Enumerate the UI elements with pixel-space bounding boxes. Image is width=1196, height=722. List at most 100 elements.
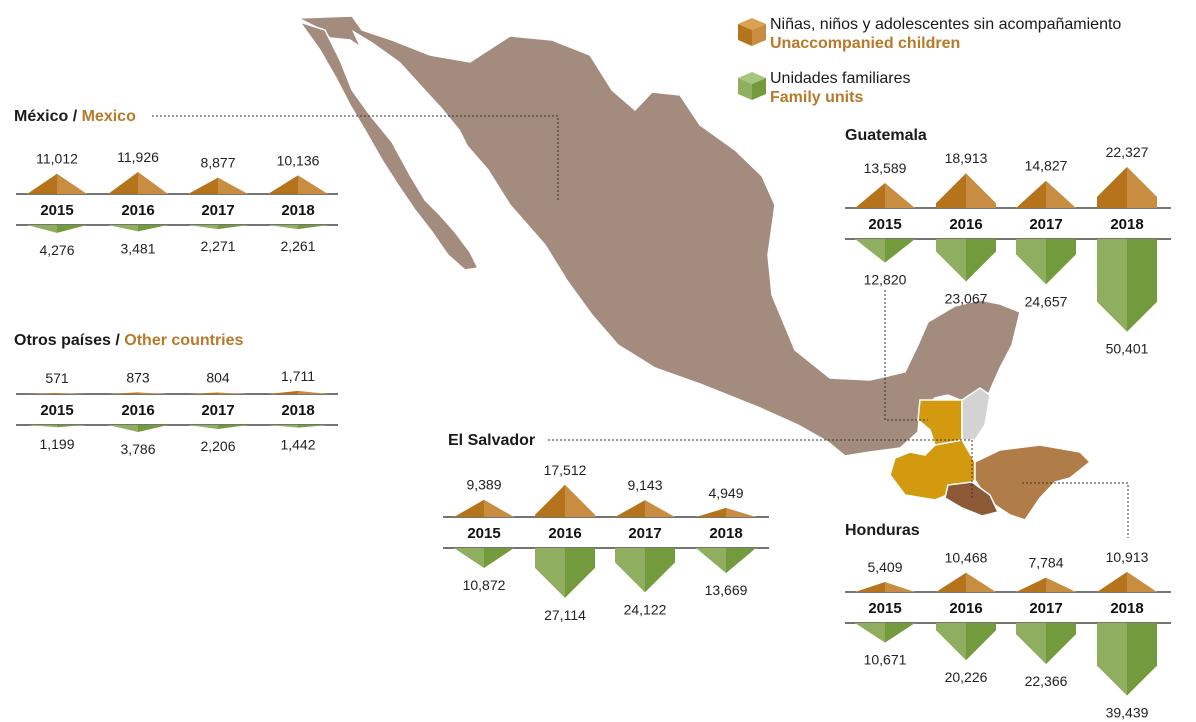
family-units-bar: [108, 225, 138, 232]
chart-mexico: 2015 11,012 4,276 2016 11,926 3,481 2017 8,877 2…: [16, 149, 338, 258]
panel-title-honduras: Honduras: [845, 522, 920, 539]
family-units-bar: [268, 425, 298, 428]
unaccompanied-value-label: 4,949: [708, 485, 743, 501]
panel-title-mexico-en: Mexico: [81, 108, 136, 125]
panel-title-other-es: Otros países: [14, 332, 111, 349]
panel-title-el-salvador: El Salvador: [448, 432, 536, 449]
legend-family-en: Family units: [770, 89, 864, 106]
family-units-bar: [615, 548, 645, 593]
unaccompanied-value-label: 10,913: [1106, 549, 1149, 565]
family-units-bar-face: [1046, 623, 1076, 665]
family-units-bar-face: [218, 425, 248, 430]
family-units-bar: [1097, 239, 1127, 332]
family-units-bar: [27, 425, 57, 428]
year-label: 2017: [201, 402, 234, 419]
guatemala-shape: [889, 399, 976, 501]
chart-honduras: 2015 5,409 10,671 2016 10,468 20,226 2017 7,784…: [845, 549, 1171, 721]
unaccompanied-value-label: 11,926: [117, 149, 159, 165]
unaccompanied-bar: [1097, 166, 1127, 208]
family-units-bar: [1016, 239, 1046, 285]
year-label: 2016: [949, 216, 982, 233]
year-label: 2016: [121, 402, 154, 419]
family-units-value-label: 10,872: [463, 577, 506, 593]
unaccompanied-value-label: 9,143: [627, 477, 662, 493]
family-units-value-label: 50,401: [1106, 341, 1149, 357]
baja-california-shape: [298, 20, 480, 271]
family-units-bar-face: [645, 548, 675, 593]
family-units-bar-face: [565, 548, 595, 598]
el-salvador-leader-line: [548, 439, 973, 500]
year-label: 2015: [40, 202, 73, 219]
year-label: 2018: [281, 402, 314, 419]
family-units-bar-face: [57, 425, 87, 428]
year-label: 2016: [121, 202, 154, 219]
chart-guatemala: 2015 13,589 12,820 2016 18,913 23,067 2017 14,8…: [845, 144, 1171, 357]
unaccompanied-value-label: 804: [206, 370, 230, 386]
year-label: 2015: [868, 600, 901, 617]
panel-title-other-en: Other countries: [124, 332, 244, 349]
unaccompanied-bar: [1016, 577, 1046, 592]
unaccompanied-bar-face: [1046, 577, 1076, 592]
guatemala-leader-line: [884, 290, 928, 421]
family-units-bar: [27, 225, 57, 233]
family-units-bar-face: [1127, 239, 1157, 332]
unaccompanied-bar-face: [565, 484, 595, 517]
unaccompanied-bar: [188, 177, 218, 194]
family-units-value-label: 20,226: [945, 669, 988, 685]
year-label: 2017: [1029, 216, 1062, 233]
family-units-value-label: 13,669: [705, 582, 748, 598]
unaccompanied-bar-face: [484, 499, 514, 517]
year-label: 2015: [40, 402, 73, 419]
family-units-bar: [696, 548, 726, 574]
unaccompanied-bar-face: [298, 175, 328, 194]
unaccompanied-bar-face: [885, 582, 915, 592]
family-units-bar: [855, 239, 885, 263]
unaccompanied-value-label: 571: [45, 370, 69, 386]
family-units-bar-face: [1127, 623, 1157, 696]
unaccompanied-bar-face: [298, 390, 328, 394]
unaccompanied-value-label: 8,877: [200, 155, 235, 171]
chart-other: 2015 571 1,199 2016 873 3,786 2017 804 2,206 2018…: [16, 368, 338, 457]
legend-unaccompanied-es: Niñas, niños y adolescentes sin acompaña…: [770, 16, 1122, 33]
family-units-value-label: 2,271: [200, 238, 235, 254]
family-units-bar-face: [966, 239, 996, 282]
family-units-bar-face: [484, 548, 514, 569]
family-units-bar: [936, 239, 966, 282]
family-units-value-label: 1,442: [280, 437, 315, 453]
unaccompanied-value-label: 10,136: [277, 152, 320, 168]
unaccompanied-bar-face: [1127, 571, 1157, 592]
unaccompanied-value-label: 10,468: [945, 550, 988, 566]
unaccompanied-bar: [855, 182, 885, 208]
unaccompanied-bar: [1016, 180, 1046, 208]
legend-unaccompanied-en: Unaccompanied children: [770, 35, 961, 52]
unaccompanied-bar: [188, 392, 218, 394]
family-units-bar-face: [218, 225, 248, 230]
family-units-bar: [855, 623, 885, 643]
year-label: 2016: [548, 525, 581, 542]
family-units-bar-face: [57, 225, 87, 233]
unaccompanied-value-label: 873: [126, 369, 150, 385]
unaccompanied-bar-face: [218, 177, 248, 194]
family-units-bar-face: [298, 425, 328, 428]
legend-family-es: Unidades familiares: [770, 70, 911, 87]
unaccompanied-bar: [268, 390, 298, 394]
family-units-value-label: 39,439: [1106, 705, 1149, 721]
unaccompanied-bar: [108, 392, 138, 394]
family-units-bar-face: [966, 623, 996, 661]
family-units-value-label: 22,366: [1025, 673, 1068, 689]
family-units-bar: [535, 548, 565, 598]
unaccompanied-bar: [27, 392, 57, 394]
family-units-value-label: 12,820: [864, 272, 907, 288]
family-units-bar-face: [885, 239, 915, 263]
unaccompanied-bar-face: [966, 173, 996, 208]
family-units-bar-face: [885, 623, 915, 643]
panel-title-mexico: México / Mexico: [14, 108, 136, 126]
unaccompanied-bar: [615, 500, 645, 517]
family-units-bar: [268, 225, 298, 230]
unaccompanied-bar: [936, 173, 966, 208]
unaccompanied-bar: [1097, 571, 1127, 592]
unaccompanied-bar-face: [218, 392, 248, 394]
family-units-value-label: 3,786: [120, 441, 155, 457]
unaccompanied-value-label: 11,012: [36, 151, 78, 167]
